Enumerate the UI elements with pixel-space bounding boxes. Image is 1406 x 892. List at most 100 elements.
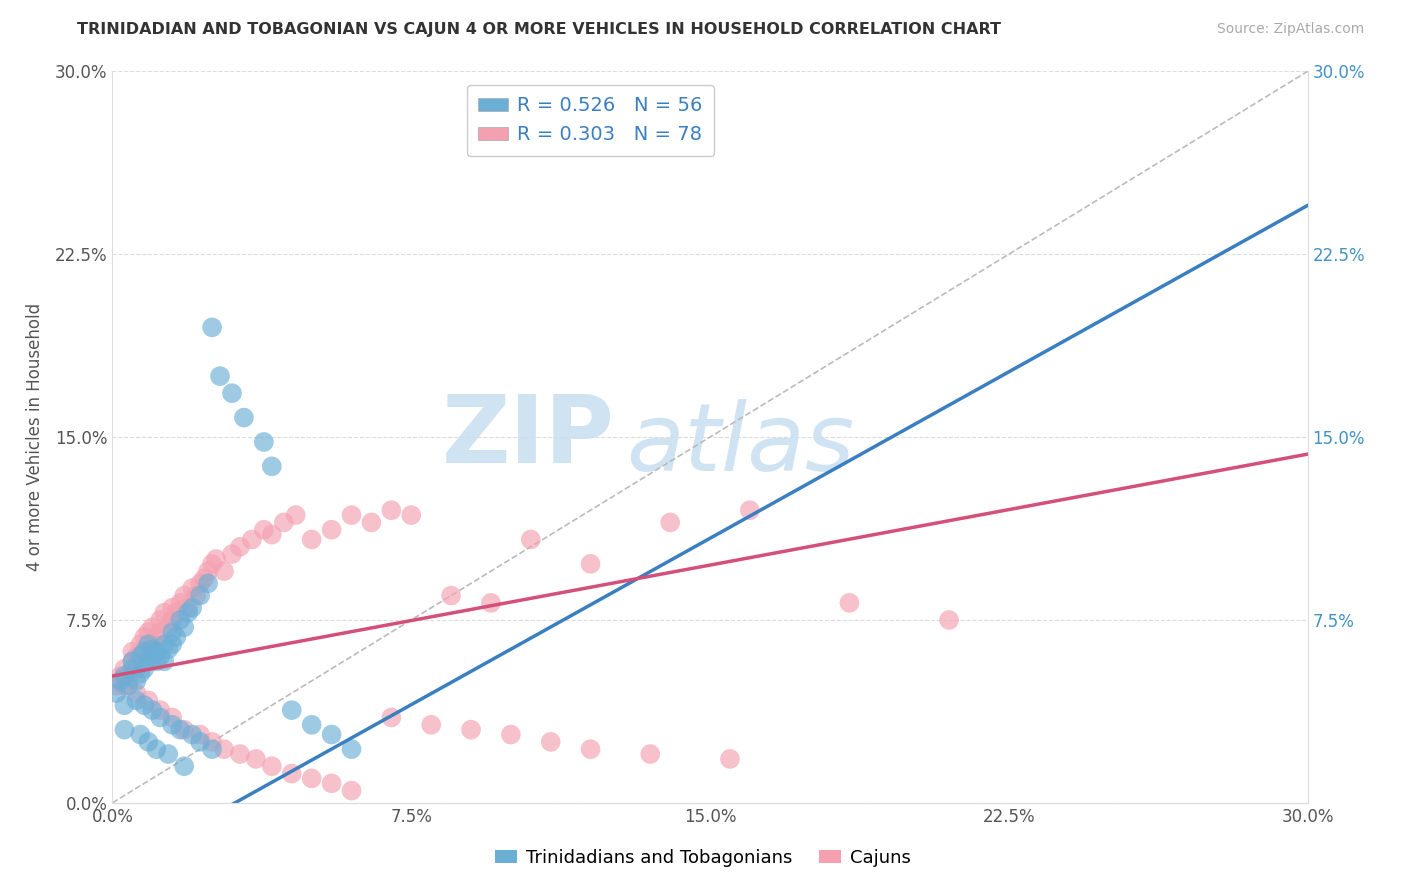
Point <box>114 723 135 737</box>
Point <box>205 552 228 566</box>
Point <box>360 516 382 530</box>
Point <box>117 673 139 688</box>
Point <box>197 564 219 578</box>
Point <box>659 516 682 530</box>
Text: ZIP: ZIP <box>441 391 614 483</box>
Point <box>125 673 148 688</box>
Point <box>129 727 152 741</box>
Point <box>321 727 343 741</box>
Point <box>938 613 960 627</box>
Point <box>138 654 160 668</box>
Point <box>233 410 256 425</box>
Point <box>738 503 761 517</box>
Point <box>838 596 860 610</box>
Point <box>212 742 235 756</box>
Point <box>162 613 183 627</box>
Point <box>114 669 135 683</box>
Point <box>420 718 443 732</box>
Point <box>134 698 156 713</box>
Point <box>201 742 224 756</box>
Point <box>173 723 195 737</box>
Point <box>162 625 183 640</box>
Point <box>380 710 402 724</box>
Point <box>188 576 211 591</box>
Point <box>169 613 191 627</box>
Point <box>125 662 148 676</box>
Point <box>579 742 602 756</box>
Point <box>221 386 243 401</box>
Point <box>188 727 211 741</box>
Point <box>141 637 163 651</box>
Point <box>253 434 276 449</box>
Point <box>321 776 343 790</box>
Point <box>141 703 163 717</box>
Point <box>134 645 156 659</box>
Point <box>260 759 283 773</box>
Point <box>173 759 195 773</box>
Point <box>125 686 148 700</box>
Point <box>169 723 191 737</box>
Point <box>114 679 135 693</box>
Point <box>117 679 139 693</box>
Point <box>129 666 152 681</box>
Point <box>380 503 402 517</box>
Point <box>153 606 176 620</box>
Point <box>173 620 195 634</box>
Point <box>138 637 160 651</box>
Point <box>149 649 172 664</box>
Point <box>201 557 224 571</box>
Point <box>105 686 128 700</box>
Point <box>138 735 160 749</box>
Legend: R = 0.526   N = 56, R = 0.303   N = 78: R = 0.526 N = 56, R = 0.303 N = 78 <box>467 85 714 156</box>
Point <box>149 625 172 640</box>
Y-axis label: 4 or more Vehicles in Household: 4 or more Vehicles in Household <box>25 303 44 571</box>
Point <box>162 600 183 615</box>
Point <box>114 662 135 676</box>
Point <box>240 533 263 547</box>
Point <box>193 572 215 586</box>
Point <box>129 649 152 664</box>
Point <box>499 727 522 741</box>
Point <box>169 596 191 610</box>
Point <box>141 649 163 664</box>
Point <box>340 508 363 522</box>
Point <box>273 516 295 530</box>
Point <box>149 613 172 627</box>
Point <box>138 693 160 707</box>
Point <box>114 698 135 713</box>
Point <box>260 527 283 541</box>
Point <box>149 703 172 717</box>
Point <box>121 654 143 668</box>
Point <box>229 540 252 554</box>
Point <box>401 508 423 522</box>
Point <box>162 637 183 651</box>
Point <box>197 576 219 591</box>
Text: atlas: atlas <box>627 399 855 490</box>
Point <box>149 710 172 724</box>
Point <box>134 649 156 664</box>
Point <box>157 642 180 657</box>
Point <box>181 581 204 595</box>
Point <box>110 673 132 688</box>
Text: TRINIDADIAN AND TOBAGONIAN VS CAJUN 4 OR MORE VEHICLES IN HOUSEHOLD CORRELATION : TRINIDADIAN AND TOBAGONIAN VS CAJUN 4 OR… <box>77 22 1001 37</box>
Point <box>121 662 143 676</box>
Point <box>134 630 156 644</box>
Point <box>281 766 304 780</box>
Point <box>229 747 252 761</box>
Point <box>301 533 323 547</box>
Point <box>340 742 363 756</box>
Point <box>188 589 211 603</box>
Point <box>129 637 152 651</box>
Point <box>479 596 502 610</box>
Point <box>460 723 482 737</box>
Point <box>440 589 463 603</box>
Point <box>121 654 143 668</box>
Point <box>260 459 283 474</box>
Point <box>640 747 662 761</box>
Point <box>141 620 163 634</box>
Point <box>145 645 167 659</box>
Point <box>301 772 323 786</box>
Point <box>157 620 180 634</box>
Point <box>284 508 307 522</box>
Point <box>221 547 243 561</box>
